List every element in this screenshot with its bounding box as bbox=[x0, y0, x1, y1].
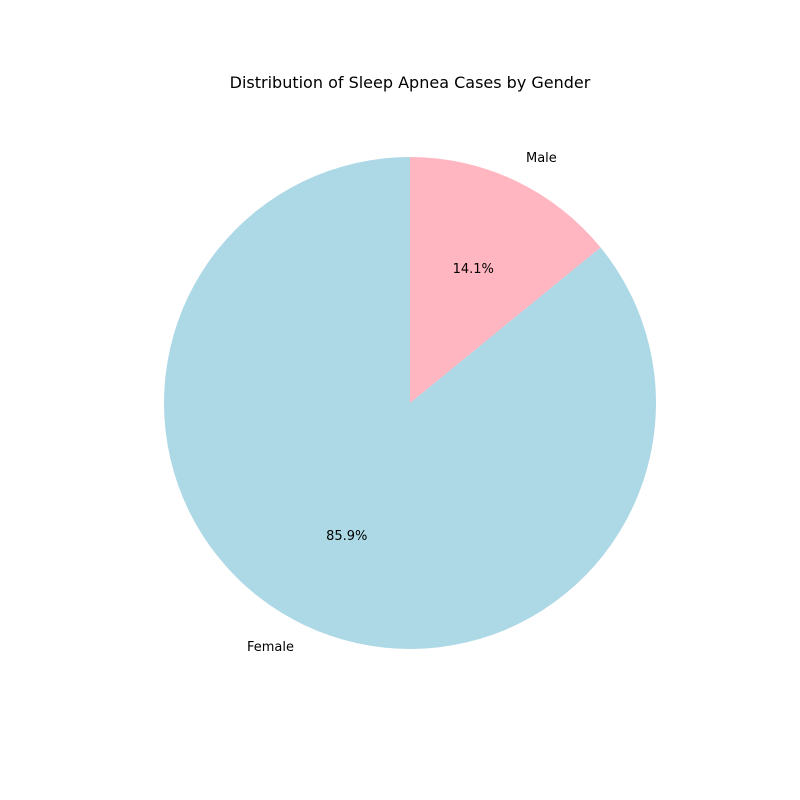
chart-title: Distribution of Sleep Apnea Cases by Gen… bbox=[230, 73, 591, 92]
pie-slices bbox=[164, 157, 656, 649]
pie-slice-male bbox=[410, 157, 601, 403]
slice-percent-female: 85.9% bbox=[326, 529, 367, 544]
slice-percent-male: 14.1% bbox=[453, 262, 494, 277]
slice-label-male: Male bbox=[526, 151, 557, 166]
pie-slice-female bbox=[164, 157, 656, 649]
slice-label-female: Female bbox=[247, 640, 294, 655]
pie-labels: Female 85.9% Male 14.1% bbox=[247, 151, 557, 655]
